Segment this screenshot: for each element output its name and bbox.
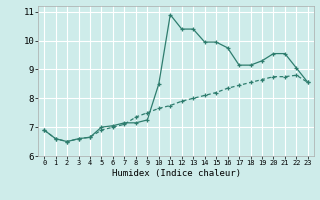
X-axis label: Humidex (Indice chaleur): Humidex (Indice chaleur) — [111, 169, 241, 178]
